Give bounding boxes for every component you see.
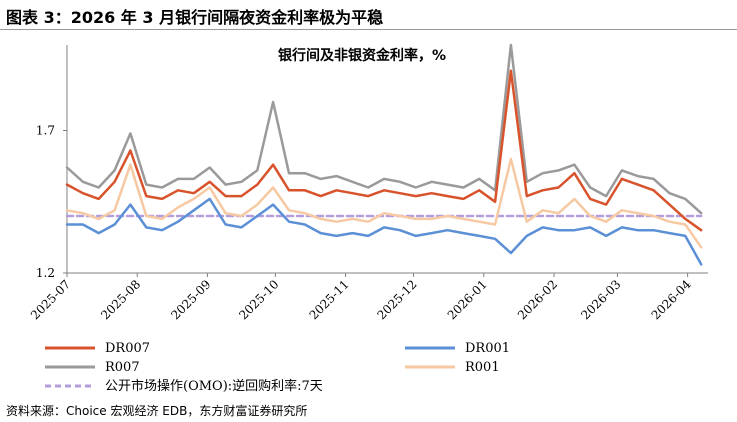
dr001-line [65, 197, 703, 266]
r001-line [65, 157, 703, 249]
x-tick-label: 2025-10 [236, 277, 281, 322]
x-tick-label: 2026-03 [578, 277, 623, 322]
dr007-line [65, 69, 703, 232]
figure-title: 图表 3：2026 年 3 月银行间隔夜资金利率极为平稳 [6, 8, 384, 27]
x-tick-label: 2026-04 [649, 277, 694, 322]
x-tick-label: 2025-11 [307, 277, 352, 322]
x-tick-label: 2026-01 [445, 277, 490, 322]
x-tick-label: 2025-09 [168, 277, 213, 322]
x-tick-label: 2025-07 [28, 277, 73, 322]
legend-label-r001: R001 [465, 360, 500, 375]
x-tick-label: 2026-02 [515, 277, 560, 322]
legend-label-omo-7d: 公开市场操作(OMO):逆回购利率:7天 [105, 378, 323, 394]
source-note: 资料来源：Choice 宏观经济 EDB，东方财富证券研究所 [6, 404, 308, 418]
r007-line [65, 43, 703, 215]
chart-title: 银行间及非银资金利率，% [278, 47, 446, 64]
y-tick-label: 1.2 [36, 266, 55, 280]
x-tick-label: 2025-12 [375, 277, 420, 322]
y-tick-label: 1.7 [36, 124, 55, 138]
legend-label-r007: R007 [105, 360, 140, 375]
legend-label-dr007: DR007 [105, 341, 150, 356]
title-divider [0, 29, 737, 30]
line-chart: 银行间及非银资金利率，% 1.2 1.7 2025-07 2025-08 2025-09… [28, 43, 708, 394]
legend-label-dr001: DR001 [465, 341, 510, 356]
x-tick-label: 2025-08 [98, 277, 143, 322]
